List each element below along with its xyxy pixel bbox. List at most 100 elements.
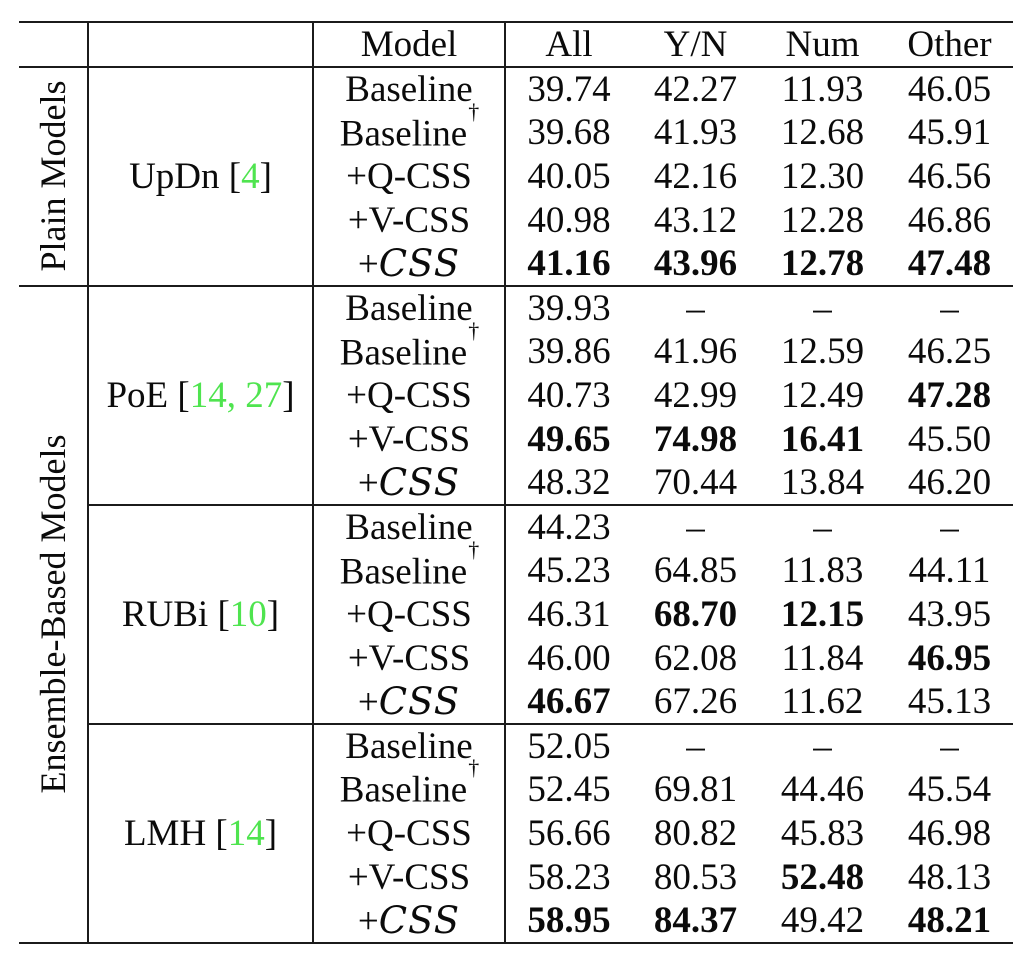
metric-value-cell: 46.67: [505, 680, 632, 725]
metric-value-cell: 42.99: [653, 374, 738, 416]
metric-value-cell: 41.96: [653, 331, 738, 373]
metric-value-cell: 46.31: [527, 593, 611, 635]
metric-value-cell: 58.23: [527, 856, 611, 898]
metric-value-cell: 13.84: [759, 461, 886, 506]
table-row: +CSS 48.32 70.44 13.84 46.20: [19, 461, 1013, 506]
model-variant-cell: +V-CSS: [313, 417, 506, 462]
model-variant-cell: Baseline: [313, 285, 506, 330]
table-body: Plain Models UpDn [4] Baseline 39.74 42.27 11…: [19, 67, 1013, 944]
side-label-ensemble-based-models: Ensemble-Based Models: [19, 285, 89, 944]
metric-value-cell: 40.05: [527, 155, 611, 197]
model-variant-cell: Baseline†: [313, 538, 506, 593]
metric-value-cell: 48.13: [907, 856, 992, 898]
citation-link[interactable]: 10: [229, 593, 267, 635]
metric-value-cell: –: [813, 506, 832, 548]
metric-value-cell: 39.74: [527, 68, 611, 110]
table-row: +Q-CSS 56.66 80.82 45.83 46.98: [19, 811, 1013, 856]
metric-value-cell: 11.83: [781, 550, 864, 592]
metric-value-cell: 12.30: [780, 155, 865, 197]
metric-value-cell: 46.98: [907, 812, 992, 854]
citation-link[interactable]: 4: [241, 155, 260, 197]
citation-link[interactable]: 14: [227, 812, 265, 854]
metric-value-cell: 12.68: [780, 112, 865, 154]
metric-value-cell: 64.85: [653, 550, 738, 592]
metric-value-cell: 11.93: [781, 68, 864, 110]
metric-value-cell: 12.78: [759, 242, 886, 287]
metric-value-cell: 49.65: [527, 418, 611, 460]
metric-value-cell: 46.25: [907, 331, 992, 373]
metric-value-cell: –: [940, 725, 959, 767]
metric-value-cell: 46.05: [907, 68, 992, 110]
model-variant-cell: Baseline†: [313, 100, 506, 155]
column-header-model: Model: [313, 21, 506, 68]
model-variant-script-label: CSS: [378, 679, 461, 723]
metric-value-cell: 41.16: [505, 242, 632, 287]
metric-value-cell: 44.11: [908, 550, 991, 592]
metric-value-cell: –: [813, 725, 832, 767]
metric-value-cell: 11.62: [759, 680, 886, 725]
header-row: Model All Y/N Num Other: [19, 21, 1013, 68]
metric-value-cell: 39.86: [527, 331, 611, 373]
group-label-lmh: LMH [14]: [88, 723, 314, 944]
metric-value-cell: 44.23: [527, 506, 611, 548]
metric-value-cell: 84.37: [632, 899, 759, 944]
citation-link[interactable]: 27: [245, 374, 283, 416]
model-variant-cell: Baseline†: [313, 757, 506, 812]
group-label-updn: UpDn [4]: [88, 67, 314, 287]
dagger-symbol: †: [468, 317, 480, 343]
dagger-symbol: †: [468, 755, 480, 781]
metric-value-cell: –: [686, 506, 705, 548]
table-row: +CSS 58.95 84.37 49.42 48.21: [19, 898, 1013, 944]
metric-value-cell: 12.59: [780, 331, 865, 373]
column-header-num: Num: [759, 21, 886, 68]
side-label-plain-models: Plain Models: [19, 67, 89, 287]
metric-value-cell: 11.84: [781, 637, 864, 679]
metric-value-cell: 12.15: [780, 593, 865, 635]
metric-value-cell: 12.49: [780, 374, 865, 416]
model-variant-cell: +Q-CSS: [313, 592, 506, 637]
metric-value-cell: 45.13: [886, 680, 1013, 725]
metric-value-cell: 12.28: [780, 199, 865, 241]
metric-value-cell: 43.96: [632, 242, 759, 287]
model-variant-cell: +V-CSS: [313, 855, 506, 900]
results-table: Model All Y/N Num Other Plain Models UpDn…: [19, 21, 1013, 944]
metric-value-cell: 80.53: [653, 856, 738, 898]
model-variant-cell: Baseline: [313, 504, 506, 549]
model-variant-cell: +V-CSS: [313, 636, 506, 681]
header-side-spacer: [19, 21, 89, 68]
metric-value-cell: 58.95: [505, 899, 632, 944]
column-header-other: Other: [886, 21, 1013, 68]
metric-value-cell: 52.05: [527, 725, 611, 767]
group-label-rubi: RUBi [10]: [88, 504, 314, 725]
dagger-symbol: †: [468, 98, 480, 124]
metric-value-cell: 47.48: [886, 242, 1013, 287]
model-variant-cell: +CSS: [313, 242, 506, 287]
column-header-yn: Y/N: [632, 21, 759, 68]
citation-link[interactable]: 14: [189, 374, 227, 416]
metric-value-cell: 46.86: [907, 199, 992, 241]
metric-value-cell: –: [813, 287, 832, 329]
table-row: Baseline† 39.86 41.96 12.59 46.25: [19, 319, 1013, 374]
metric-value-cell: 45.91: [907, 112, 992, 154]
metric-value-cell: 45.23: [527, 550, 611, 592]
table-row: LMH [14] Baseline 52.05 – – –: [19, 723, 1013, 944]
citation-separator: ,: [226, 374, 246, 416]
metric-value-cell: 56.66: [527, 812, 611, 854]
table-row: Plain Models UpDn [4] Baseline 39.74 42.27 11…: [19, 67, 1013, 287]
metric-value-cell: 44.46: [780, 769, 865, 811]
metric-value-cell: 45.54: [907, 769, 992, 811]
model-variant-cell: +CSS: [313, 679, 506, 725]
metric-value-cell: 69.81: [653, 769, 738, 811]
model-variant-script-label: CSS: [378, 898, 461, 942]
model-variant-cell: +Q-CSS: [313, 154, 506, 199]
metric-value-cell: 52.48: [780, 856, 865, 898]
table-row: +V-CSS 49.65 74.98 16.41 45.50: [19, 417, 1013, 462]
table-row: +CSS 46.67 67.26 11.62 45.13: [19, 679, 1013, 725]
model-variant-cell: +Q-CSS: [313, 373, 506, 418]
metric-value-cell: 42.27: [653, 68, 738, 110]
metric-value-cell: 67.26: [632, 680, 759, 725]
model-variant-cell: +CSS: [313, 461, 506, 506]
table-row: +V-CSS 58.23 80.53 52.48 48.13: [19, 855, 1013, 900]
metric-value-cell: 48.32: [505, 461, 632, 506]
model-variant-cell: Baseline: [313, 67, 506, 111]
